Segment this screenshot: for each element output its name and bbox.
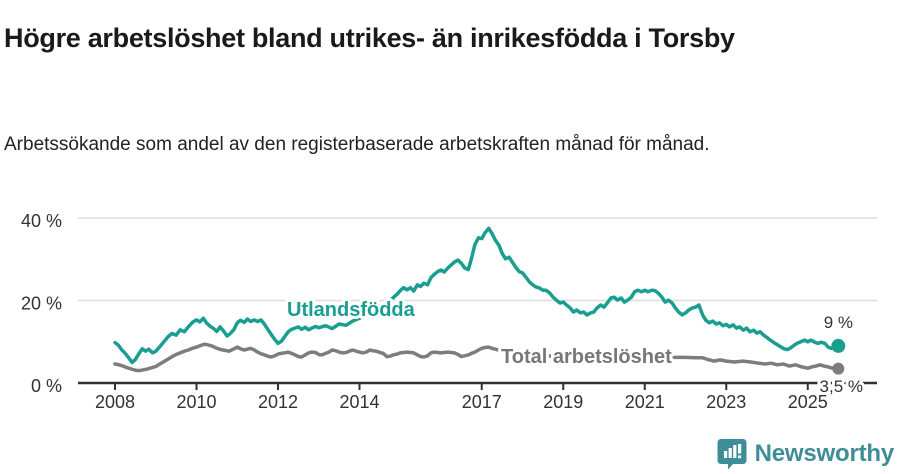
gridlines <box>78 217 877 302</box>
x-tick-label: 2021 <box>625 392 665 412</box>
line-series-0 <box>113 226 841 365</box>
y-tick-label: 40 % <box>21 211 62 231</box>
data-lines <box>113 226 841 373</box>
x-tick-label: 2010 <box>176 392 216 412</box>
line-chart: 0 % 20 % 40 % 2008 2010 2012 2014 2017 2019 2021… <box>21 211 877 412</box>
chart-title: Högre arbetslöshet bland utrikes- än inr… <box>4 23 735 54</box>
end-dot-series-0 <box>831 338 846 353</box>
end-dot-series-1 <box>832 362 845 375</box>
bar-chart-bubble-icon <box>717 438 747 470</box>
x-tick-label: 2019 <box>543 392 583 412</box>
chart-subtitle: Arbetssökande som andel av den registerb… <box>4 134 710 155</box>
end-value-total: 3,5 % <box>820 377 863 396</box>
series-label-total: Total arbetslöshet <box>501 346 672 368</box>
brand-name: Newsworthy <box>754 440 895 467</box>
end-value-utlandsfodda: 9 % <box>824 313 853 332</box>
x-tick-label: 2012 <box>258 392 298 412</box>
x-tick-label: 2014 <box>339 392 379 412</box>
x-tick-label: 2017 <box>462 392 502 412</box>
series-label-utlandsfodda: Utlandsfödda <box>287 299 416 321</box>
x-tick-label: 2008 <box>95 392 135 412</box>
y-tick-label: 20 % <box>21 294 62 314</box>
newsworthy-branding: Newsworthy <box>717 438 894 470</box>
x-axis <box>78 381 877 390</box>
x-tick-label: 2023 <box>706 392 746 412</box>
x-tick-label: 2025 <box>788 392 828 412</box>
line-series-1 <box>113 342 841 373</box>
y-tick-label: 0 % <box>31 376 62 396</box>
y-axis-labels: 0 % 20 % 40 % <box>21 211 62 396</box>
line-end-dots <box>831 338 846 375</box>
x-axis-labels: 2008 2010 2012 2014 2017 2019 2021 2023 2025 <box>95 392 828 412</box>
